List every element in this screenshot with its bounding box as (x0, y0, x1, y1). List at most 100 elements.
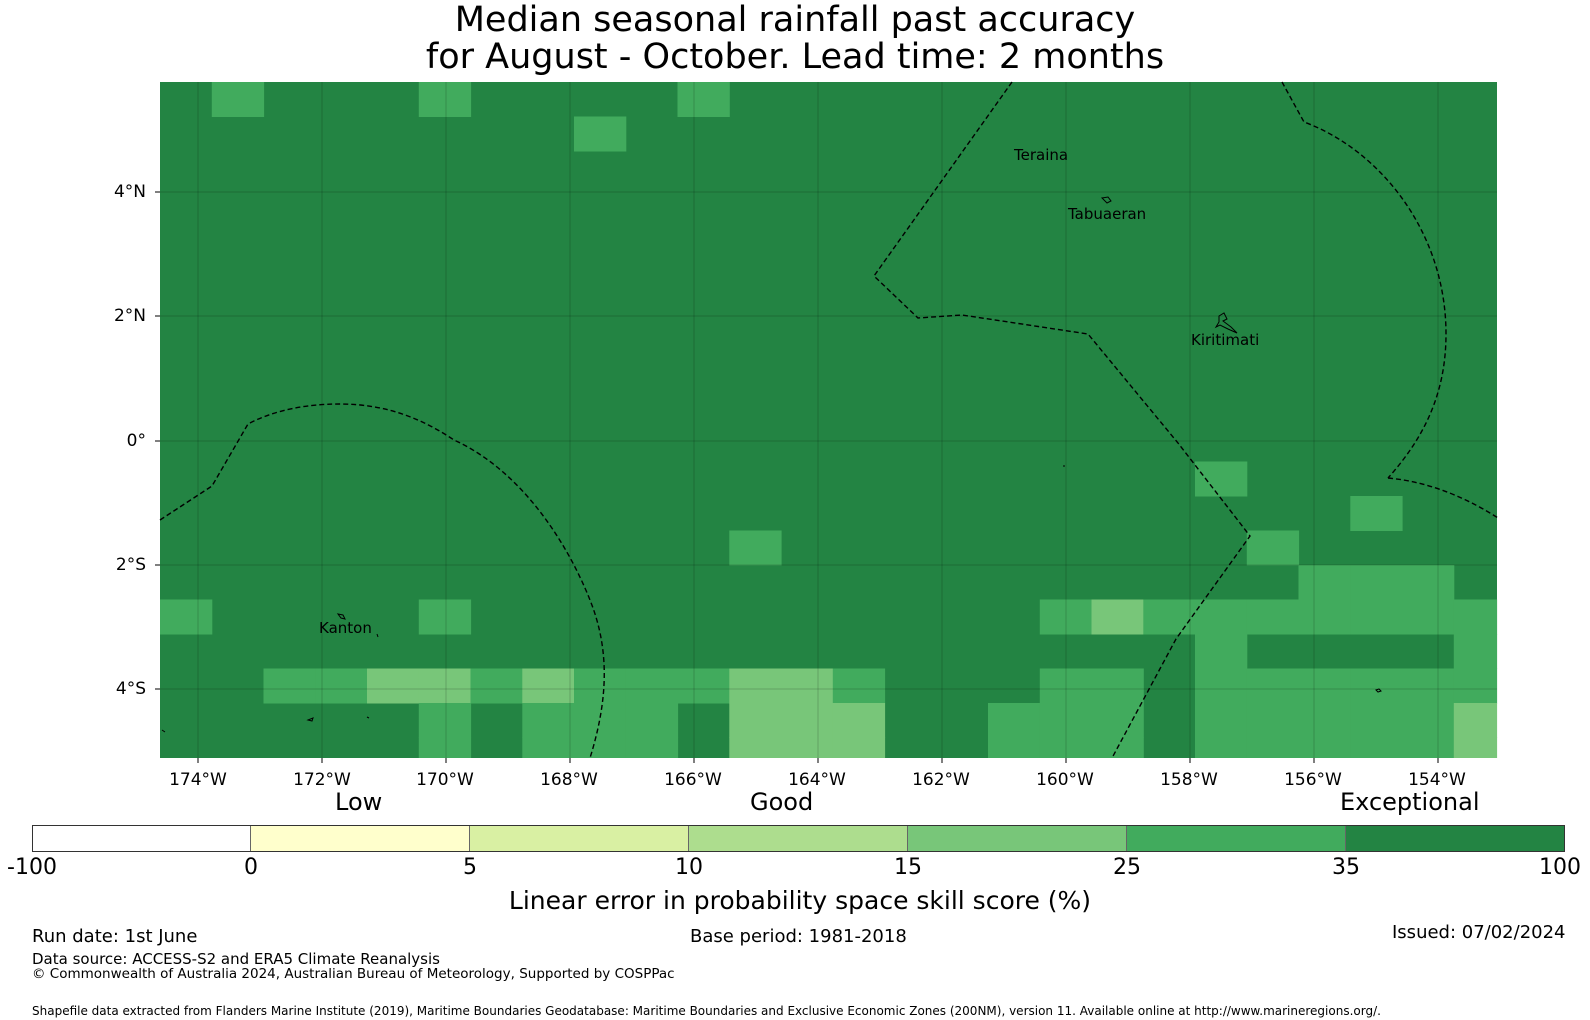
colorbar-segment-3 (470, 826, 689, 851)
skill-cell (1350, 599, 1403, 635)
skill-cell (1091, 599, 1144, 635)
skill-cell (781, 737, 834, 758)
legend-category-low: Low (335, 788, 383, 816)
skill-cell (574, 116, 627, 152)
skill-cell (418, 737, 472, 758)
island-speck-1 (306, 717, 314, 722)
skill-grid (160, 82, 1498, 758)
skill-cell (1402, 565, 1455, 600)
skill-cell (1453, 599, 1498, 635)
skill-cell (832, 737, 886, 758)
colorbar-axis-label: Linear error in probability space skill … (508, 886, 1092, 915)
skill-cell (1350, 565, 1403, 600)
lon-label-168w: 168°W (540, 770, 598, 790)
skill-cell (1246, 668, 1300, 704)
skill-cell (832, 668, 886, 704)
lon-label-166w: 166°W (664, 770, 722, 790)
skill-cell (1195, 461, 1248, 497)
skill-cell (263, 668, 316, 704)
eez-boundary-phoenix-arc (159, 403, 605, 759)
issued-date: Issued: 07/02/2024 (1392, 922, 1566, 943)
skill-map (155, 81, 1499, 763)
skill-cell (1246, 530, 1300, 566)
skill-cell (522, 703, 575, 738)
skill-cell (1402, 599, 1455, 635)
skill-cell (988, 703, 1041, 738)
lon-label-164w: 164°W (788, 770, 846, 790)
skill-cell (522, 737, 575, 758)
shapefile-credit: Shapefile data extracted from Flanders M… (32, 1004, 1381, 1018)
skill-cell (832, 703, 886, 738)
skill-cell (1453, 634, 1498, 669)
colorbar (32, 825, 1565, 852)
lon-label-154w: 154°W (1408, 770, 1466, 790)
colorbar-segment-7 (1346, 826, 1564, 851)
skill-cell (1298, 703, 1351, 738)
colorbar-segment-5 (908, 826, 1127, 851)
skill-cell (1246, 737, 1300, 758)
map-title-line-1: Median seasonal rainfall past accuracy (454, 0, 1136, 40)
lon-label-162w: 162°W (912, 770, 970, 790)
place-label-teraina: Teraina (1014, 146, 1069, 164)
run-date: Run date: 1st June (32, 926, 198, 947)
colorbar-tick-100: 100 (1539, 855, 1581, 880)
lat-label-2n: 2°N (113, 306, 146, 326)
skill-cell (1298, 599, 1351, 635)
colorbar-tick-10: 10 (675, 855, 703, 880)
island-speck-2 (366, 716, 370, 719)
skill-cell (1402, 668, 1455, 704)
skill-cell (625, 737, 679, 758)
eez-boundary-kiritimati-arc (1281, 81, 1447, 479)
skill-cell (781, 668, 834, 704)
lon-label-170w: 170°W (416, 770, 474, 790)
lon-label-158w: 158°W (1160, 770, 1218, 790)
place-label-kanton: Kanton (319, 619, 372, 637)
skill-cell (625, 703, 679, 738)
data-source: Data source: ACCESS-S2 and ERA5 Climate … (32, 950, 440, 968)
skill-cell (1453, 737, 1498, 758)
lon-label-174w: 174°W (169, 770, 227, 790)
colorbar-tick-25: 25 (1113, 855, 1141, 880)
skill-cell (1298, 668, 1351, 704)
skill-cell (677, 668, 730, 704)
legend-category-good: Good (750, 788, 814, 816)
skill-cell (418, 703, 472, 738)
skill-cell (522, 668, 575, 704)
colorbar-tick-5: 5 (463, 855, 477, 880)
skill-cell (418, 82, 472, 117)
place-label-tabuaeran: Tabuaeran (1068, 205, 1147, 223)
skill-cell (211, 82, 265, 117)
skill-map-background (160, 82, 1497, 758)
skill-cell (1195, 599, 1248, 635)
island-kanton (336, 613, 346, 620)
lat-label-0: 0° (126, 431, 146, 451)
skill-cell (315, 668, 368, 704)
skill-cell (574, 703, 627, 738)
skill-cell (1246, 599, 1300, 635)
skill-cell (418, 668, 472, 704)
skill-cell (1091, 668, 1144, 704)
legend-category-exceptional: Exceptional (1340, 788, 1480, 816)
lon-label-160w: 160°W (1036, 770, 1094, 790)
island-speck-3 (1375, 688, 1382, 693)
island-kiritimati (1214, 312, 1238, 334)
colorbar-segment-2 (251, 826, 470, 851)
skill-cell (1350, 668, 1403, 704)
skill-cell (1350, 737, 1403, 758)
skill-cell (574, 668, 627, 704)
skill-cell (1246, 703, 1300, 738)
skill-cell (574, 737, 627, 758)
island-outlines (161, 196, 1382, 733)
island-speck-5 (161, 729, 166, 733)
skill-cell (470, 668, 523, 704)
eez-boundary-kiribati-line (873, 81, 1251, 759)
map-title-line-2: for August - October. Lead time: 2 month… (425, 37, 1165, 77)
lat-label-2s: 2°S (115, 555, 146, 575)
lat-label-4n: 4°N (113, 182, 146, 202)
skill-cell (1195, 634, 1248, 669)
lat-label-4s: 4°S (115, 679, 146, 699)
colorbar-segment-4 (689, 826, 908, 851)
colorbar-tick-0: 0 (244, 855, 258, 880)
skill-cell (625, 668, 679, 704)
graticule (155, 82, 1497, 763)
